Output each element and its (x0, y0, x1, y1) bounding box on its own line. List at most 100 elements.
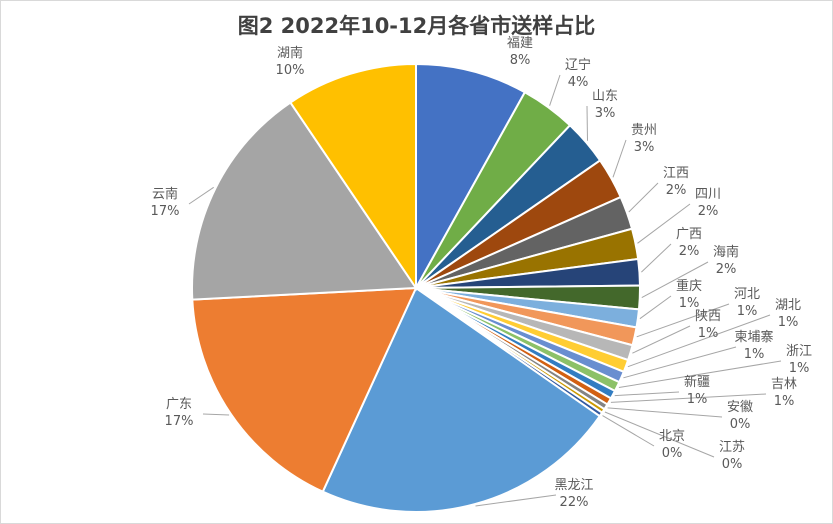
slice-label-16: 吉林 1% (771, 377, 797, 409)
slice-percent: 2% (716, 262, 737, 277)
slice-label-3: 山东 3% (592, 89, 618, 121)
slice-label-6: 四川 2% (695, 187, 721, 219)
slice-label-1: 福建 8% (507, 36, 533, 68)
slice-percent: 0% (722, 457, 743, 472)
slice-label-11: 陕西 1% (695, 309, 721, 341)
slice-percent: 1% (698, 326, 719, 341)
slice-label-20: 黑龙江 22% (554, 478, 593, 510)
leader-line-3 (586, 105, 588, 141)
slice-percent: 1% (737, 304, 758, 319)
chart-title: 图2 2022年10-12月各省市送样占比 (237, 14, 596, 38)
slice-percent: 0% (662, 446, 683, 461)
slice-label-7: 广西 2% (676, 227, 702, 259)
slice-label-23: 湖南 10% (276, 45, 305, 78)
leader-line-4 (612, 139, 627, 178)
slice-label-12: 湖北 1% (775, 298, 801, 330)
leader-line-11 (632, 325, 691, 354)
slice-name: 福建 (507, 36, 533, 51)
leader-line-2 (549, 74, 561, 106)
slice-name: 江苏 (719, 439, 745, 455)
slice-percent: 1% (789, 361, 810, 376)
slice-name: 海南 (713, 244, 739, 260)
pie-slice-20 (321, 286, 602, 513)
slice-label-8: 海南 2% (713, 244, 739, 277)
slice-label-4: 贵州 3% (631, 123, 657, 155)
leader-line-21 (202, 413, 230, 416)
slice-name: 重庆 (676, 278, 702, 294)
slice-percent: 1% (778, 315, 799, 330)
slice-percent: 22% (560, 495, 589, 510)
slice-name: 江西 (663, 166, 689, 181)
slice-label-18: 江苏 0% (719, 439, 745, 472)
slice-label-5: 江西 2% (663, 166, 689, 198)
leader-line-20 (475, 494, 557, 507)
slice-percent: 2% (666, 183, 687, 198)
leader-lines (188, 74, 782, 507)
slice-percent: 2% (698, 204, 719, 219)
slice-name: 陕西 (695, 309, 721, 324)
slice-label-13: 柬埔寨 1% (734, 329, 773, 362)
slice-label-14: 浙江 1% (786, 344, 812, 376)
leader-line-18 (604, 411, 715, 458)
slice-name: 山东 (592, 89, 618, 104)
pie-slices (191, 62, 642, 513)
leader-line-10 (636, 303, 730, 338)
leader-line-19 (602, 415, 655, 447)
slice-label-22: 云南 17% (151, 186, 180, 219)
slice-labels: 福建 8% 辽宁 4%山东 3% 贵州 3% 江西 2% 四川 2% 广西 2% 海南 2% 重庆 1% 河北 1%… (151, 36, 812, 510)
leader-line-6 (637, 203, 691, 244)
slice-percent: 1% (744, 347, 765, 362)
leader-line-14 (618, 360, 782, 388)
slice-name: 新疆 (684, 374, 710, 390)
slice-name: 北京 (659, 429, 685, 444)
slice-percent: 1% (774, 394, 795, 409)
slice-name: 柬埔寨 (734, 329, 773, 345)
slice-percent: 10% (276, 63, 305, 78)
pie-slice-22 (191, 101, 418, 301)
slice-label-21: 广东 17% (165, 397, 194, 429)
slice-name: 辽宁 (565, 57, 591, 73)
leader-line-8 (641, 261, 709, 299)
leader-line-9 (639, 295, 672, 320)
slice-percent: 2% (679, 244, 700, 259)
leader-line-12 (627, 314, 771, 368)
pie-slice-21 (191, 286, 418, 494)
slice-name: 云南 (152, 186, 178, 202)
slice-percent: 1% (679, 296, 700, 311)
leader-line-22 (188, 186, 214, 205)
slice-name: 黑龙江 (554, 478, 593, 493)
slice-name: 广西 (676, 227, 702, 242)
slice-percent: 3% (595, 106, 616, 121)
slice-name: 湖南 (277, 45, 303, 61)
slice-percent: 17% (165, 414, 194, 429)
slice-name: 吉林 (771, 377, 797, 392)
leader-line-13 (623, 346, 737, 379)
leader-line-7 (641, 243, 672, 273)
leader-line-16 (610, 393, 767, 403)
leader-line-5 (628, 182, 659, 213)
pie-slice-23 (289, 62, 417, 292)
slice-name: 广东 (166, 397, 192, 412)
slice-label-19: 北京 0% (659, 429, 685, 461)
slice-percent: 1% (687, 392, 708, 407)
slice-label-15: 新疆 1% (684, 374, 710, 407)
leader-line-17 (607, 407, 723, 418)
slice-name: 四川 (695, 187, 721, 202)
leader-line-15 (614, 391, 680, 397)
slice-label-9: 重庆 1% (676, 278, 702, 311)
slice-percent: 17% (151, 204, 180, 219)
slice-name: 浙江 (786, 344, 812, 359)
slice-name: 河北 (734, 287, 760, 302)
slice-label-10: 河北 1% (734, 287, 760, 319)
slice-percent: 4% (568, 75, 589, 90)
slice-percent: 3% (634, 140, 655, 155)
slice-percent: 0% (730, 417, 751, 432)
slice-label-17: 安徽 0% (727, 400, 753, 432)
slice-name: 安徽 (727, 400, 753, 415)
pie-slice-1 (415, 62, 527, 292)
slice-name: 湖北 (775, 298, 801, 313)
slice-label-2: 辽宁 4% (565, 57, 591, 90)
slice-name: 贵州 (631, 123, 657, 138)
slice-percent: 8% (510, 53, 531, 68)
